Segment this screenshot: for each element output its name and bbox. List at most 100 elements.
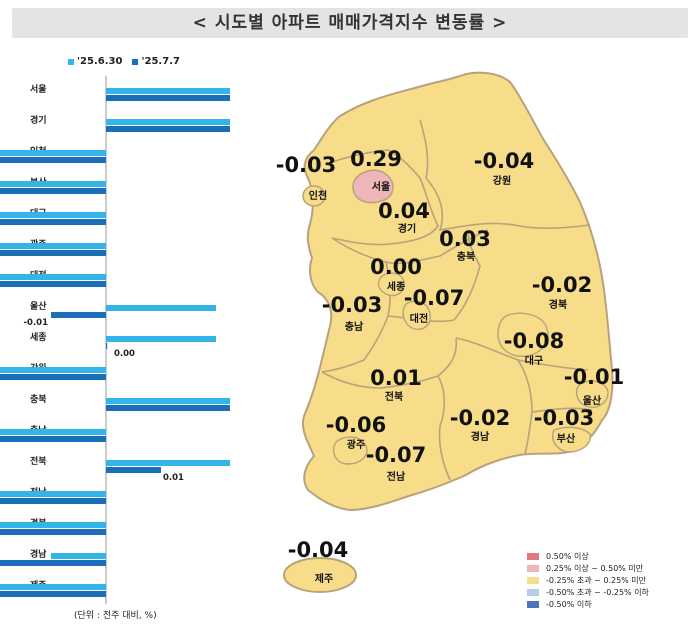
bar-2: [106, 467, 161, 473]
region-value: -0.04: [474, 149, 535, 173]
bar-1: [51, 553, 106, 559]
daejeon-shape: [402, 300, 431, 330]
daegu-shape: [497, 312, 549, 357]
bar-2: [0, 560, 106, 566]
region-value: -0.08: [504, 329, 565, 353]
map-legend-label: 0.50% 이상: [546, 551, 589, 561]
bar-1: [0, 584, 106, 590]
category-label: 전북: [30, 455, 47, 467]
region-value: 0.29: [350, 147, 402, 171]
region-name: 전북: [385, 390, 403, 403]
bar-1: [0, 367, 106, 373]
bar-2: [0, 188, 106, 194]
map-legend-item: 0.25% 이상 ~ 0.50% 미만: [527, 562, 649, 574]
category-label: 충북: [30, 393, 47, 405]
region-value: 0.03: [439, 227, 491, 251]
map-legend-swatch: [527, 564, 539, 572]
region-value: -0.06: [326, 413, 387, 437]
bar-1: [106, 119, 230, 125]
map-legend-item: -0.50% 이하: [527, 598, 649, 610]
value-label: -0.01: [24, 318, 49, 328]
region-value: -0.03: [534, 406, 595, 430]
region-name: 서울: [372, 180, 390, 193]
bar-1: [0, 243, 106, 249]
region-name: 인천: [309, 189, 327, 202]
map-legend-item: -0.25% 초과 ~ 0.25% 미만: [527, 574, 649, 586]
bar-1: [106, 398, 230, 404]
busan-shape: [552, 426, 591, 453]
region-value: 0.00: [370, 255, 422, 279]
region-borders: [321, 119, 593, 481]
bar-2: [0, 374, 106, 380]
region-name: 충북: [457, 250, 475, 263]
legend-swatch-series-1: [68, 58, 74, 65]
legend-swatch-series-2: [132, 58, 139, 65]
bar-2: [0, 219, 106, 225]
map-legend-label: -0.25% 초과 ~ 0.25% 미만: [546, 575, 647, 585]
region-value: -0.02: [532, 273, 593, 297]
region-name: 강원: [493, 174, 511, 187]
region-value: 0.04: [378, 199, 430, 223]
sejong-shape: [377, 272, 405, 297]
title-bar: < 시도별 아파트 매매가격지수 변동률 >: [12, 8, 688, 38]
map-legend-label: -0.50% 이하: [546, 599, 592, 609]
region-name: 울산: [583, 394, 602, 407]
region-name: 경북: [549, 298, 567, 311]
bar-1: [0, 429, 106, 435]
bar-2: [106, 405, 230, 411]
region-name: 대구: [525, 354, 543, 367]
unit-note: (단위 : 전주 대비, %): [74, 611, 157, 621]
bar-2: [106, 343, 108, 349]
bar-2: [51, 312, 106, 318]
region-value: -0.03: [276, 153, 337, 177]
bar-2: [0, 498, 106, 504]
page-title: < 시도별 아파트 매매가격지수 변동률 >: [192, 13, 508, 33]
region-name: 전남: [387, 470, 406, 483]
category-label: 서울: [30, 83, 47, 95]
bar-2: [106, 126, 230, 132]
ulsan-shape: [575, 380, 609, 408]
map-legend-swatch: [527, 600, 539, 608]
map-legend-item: -0.50% 초과 ~ -0.25% 이하: [527, 586, 649, 598]
bar-1: [106, 305, 216, 311]
incheon-island: [302, 185, 326, 207]
bar-2: [0, 436, 106, 442]
bar-1: [0, 181, 106, 187]
category-label: 울산: [30, 300, 47, 312]
bar-1: [0, 522, 106, 528]
korea-map: 0.29서울-0.03인천0.04경기-0.04강원0.03충북0.00세종-0…: [276, 71, 625, 593]
value-label: 0.01: [163, 473, 184, 483]
category-label: 경기: [30, 114, 47, 126]
bar-1: [0, 491, 106, 497]
region-value: -0.07: [366, 443, 427, 467]
region-value: -0.01: [564, 365, 625, 389]
bar-2: [0, 591, 106, 597]
category-label: 세종: [30, 331, 47, 343]
map-legend-label: -0.50% 초과 ~ -0.25% 이하: [546, 587, 649, 597]
value-label: 0.00: [114, 349, 135, 359]
bar-1: [106, 88, 230, 94]
bar-chart: 서울0.29경기0.04인천-0.03부산-0.03대구-0.08광주-0.06…: [0, 76, 230, 604]
region-value: -0.03: [322, 293, 383, 317]
bar-1: [106, 460, 230, 466]
legend-item-series-2: '25.7.7: [132, 56, 180, 67]
gwangju-shape: [332, 436, 368, 465]
bar-1: [106, 336, 216, 342]
region-name: 광주: [347, 439, 365, 451]
region-name: 세종: [387, 280, 405, 293]
region-name: 경기: [398, 222, 416, 235]
region-name: 제주: [315, 572, 333, 585]
bar-1: [0, 212, 106, 218]
region-value: -0.04: [288, 538, 349, 562]
map-legend-swatch: [527, 576, 539, 584]
bar-2: [106, 95, 230, 101]
bar-2: [0, 281, 106, 287]
seoul-shape: [352, 169, 394, 204]
map-legend: 0.50% 이상 0.25% 이상 ~ 0.50% 미만 -0.25% 초과 ~ 0…: [527, 550, 649, 610]
bar-2: [0, 250, 106, 256]
region-name: 대전: [410, 312, 428, 325]
region-name: 경남: [471, 430, 490, 443]
category-label: 경남: [30, 548, 47, 560]
bar-legend: '25.6.30 '25.7.7: [68, 56, 190, 67]
bar-1: [0, 150, 106, 156]
